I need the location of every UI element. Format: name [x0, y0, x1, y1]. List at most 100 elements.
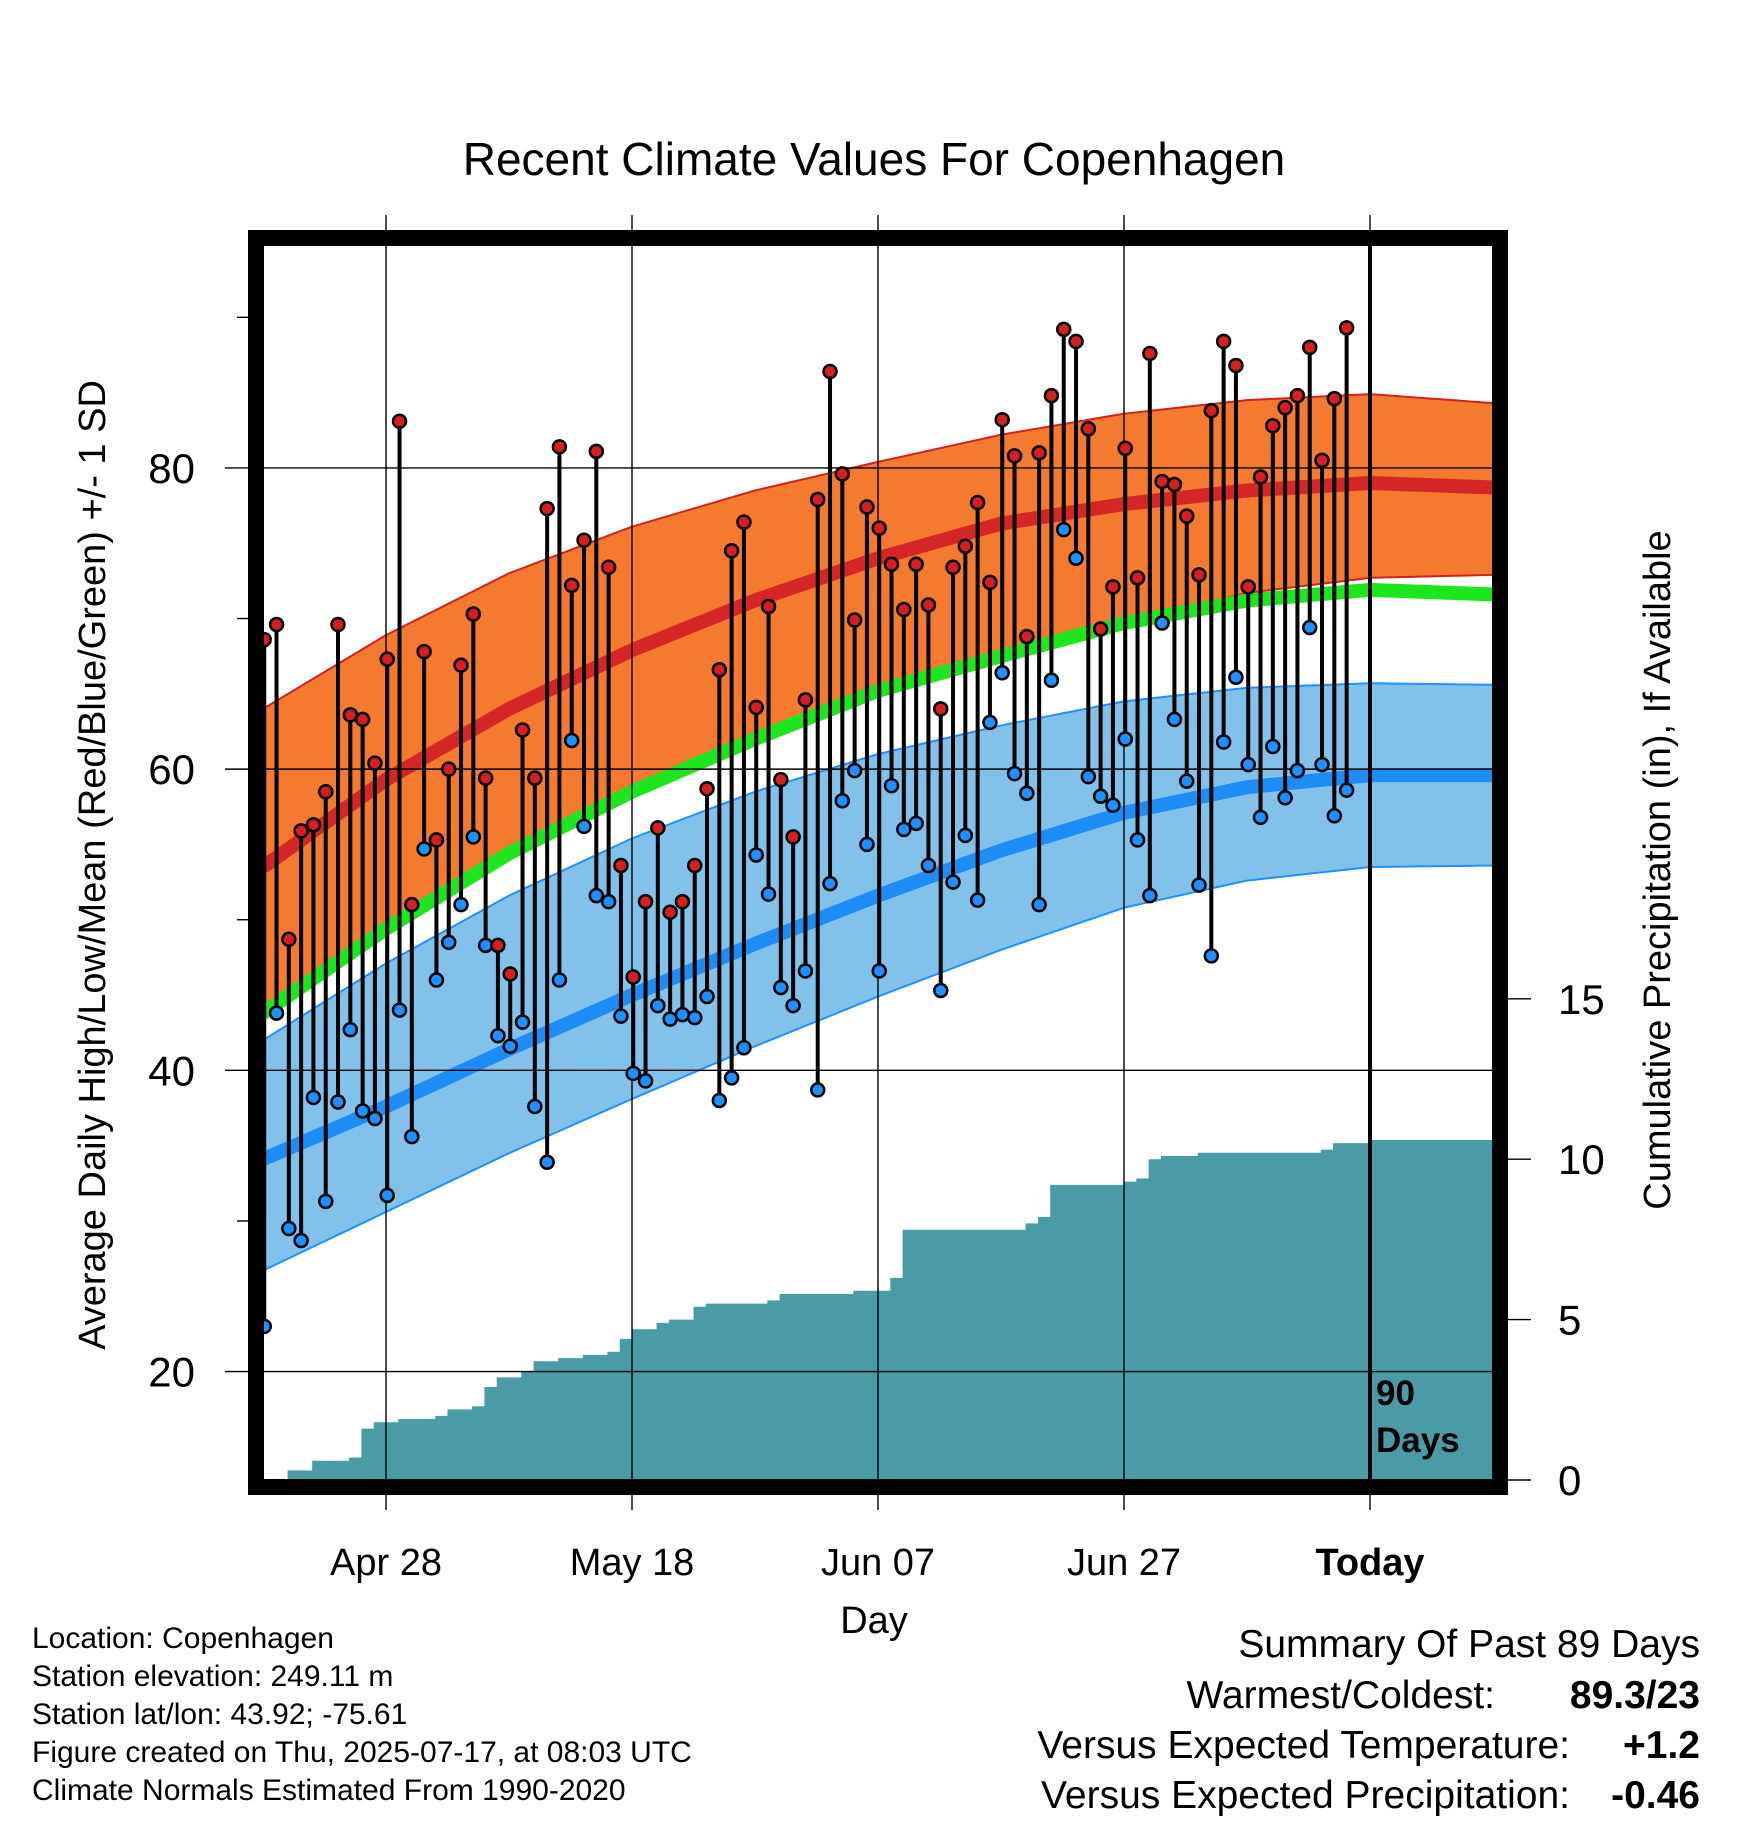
- daily-low-point: [625, 1065, 641, 1082]
- daily-high-point: [551, 439, 568, 455]
- x-axis-label: Day: [840, 1600, 908, 1642]
- daily-low-point: [416, 841, 432, 857]
- daily-low-point: [1265, 738, 1281, 755]
- y2-tick-label: 0: [1558, 1457, 1581, 1504]
- daily-high-point: [1289, 387, 1306, 404]
- daily-high-point: [723, 542, 740, 559]
- daily-high-point: [440, 761, 457, 777]
- daily-high-point: [1240, 579, 1256, 595]
- daily-high-point: [736, 514, 752, 530]
- daily-high-point: [453, 657, 469, 673]
- daily-high-point: [465, 606, 482, 622]
- daily-low-point: [699, 988, 715, 1005]
- station-info: Location: Copenhagen Station elevation: …: [32, 1620, 692, 1810]
- daily-high-point: [920, 597, 937, 613]
- daily-low-point: [834, 793, 851, 809]
- daily-low-point: [859, 836, 875, 853]
- daily-low-point: [1068, 550, 1084, 567]
- daily-low-point: [1289, 762, 1306, 779]
- daily-high-point: [391, 413, 408, 429]
- location-line: Location: Copenhagen: [32, 1622, 334, 1655]
- daily-high-point: [527, 770, 543, 786]
- daily-low-point: [920, 857, 937, 874]
- daily-low-point: [1178, 773, 1195, 789]
- y-tick-label: 60: [148, 746, 195, 793]
- daily-high-point: [969, 494, 986, 511]
- daily-high-point: [1129, 570, 1146, 586]
- daily-high-point: [1006, 448, 1023, 464]
- daily-low-point: [846, 762, 863, 779]
- daily-high-point: [613, 857, 629, 874]
- daily-low-point: [613, 1008, 629, 1024]
- daily-high-point: [674, 893, 691, 910]
- precip-anomaly-label: Versus Expected Precipitation:: [1041, 1774, 1570, 1817]
- daily-low-point: [637, 1073, 654, 1089]
- daily-low-point: [896, 821, 912, 838]
- daily-high-point: [1228, 357, 1244, 374]
- daily-high-point: [477, 770, 494, 786]
- daily-low-point: [932, 982, 949, 999]
- daily-low-point: [293, 1232, 309, 1249]
- daily-low-point: [1203, 948, 1220, 964]
- daily-low-point: [539, 1154, 555, 1170]
- daily-low-point: [600, 893, 617, 910]
- daily-high-point: [686, 857, 703, 874]
- daily-low-point: [354, 1103, 371, 1119]
- daily-high-point: [662, 904, 678, 920]
- daily-low-point: [650, 997, 666, 1014]
- daily-low-point: [1105, 797, 1121, 814]
- daily-high-point: [1314, 452, 1330, 469]
- daily-high-point: [330, 616, 346, 633]
- daily-low-point: [391, 1002, 408, 1018]
- daily-high-point: [539, 500, 555, 517]
- daily-low-point: [1301, 619, 1318, 636]
- daily-low-point: [342, 1021, 359, 1038]
- daily-high-point: [1252, 469, 1269, 485]
- x-tick-label: Jun 07: [821, 1542, 935, 1584]
- daily-low-point: [773, 979, 789, 996]
- daily-high-point: [760, 598, 777, 615]
- daily-high-point: [263, 631, 272, 648]
- daily-high-point: [625, 969, 641, 985]
- daily-low-point: [871, 963, 887, 979]
- daily-low-point: [723, 1070, 740, 1086]
- daily-high-point: [1203, 402, 1220, 419]
- daily-high-point: [379, 651, 395, 667]
- daily-low-point: [1154, 615, 1170, 631]
- daily-low-point: [1006, 765, 1023, 782]
- x-tick-label: May 18: [570, 1542, 695, 1584]
- daily-high-point: [305, 817, 322, 833]
- y2-tick-label: 10: [1558, 1136, 1605, 1183]
- daily-low-point: [1080, 768, 1097, 785]
- latlon-line: Station lat/lon: 43.92; -75.61: [32, 1698, 408, 1731]
- daily-high-point: [268, 616, 285, 633]
- daily-high-point: [1265, 417, 1281, 434]
- daily-low-point: [748, 847, 764, 863]
- daily-high-point: [416, 643, 432, 660]
- warmest-value: 89.3/23: [1570, 1674, 1700, 1717]
- daily-low-point: [428, 972, 445, 988]
- daily-low-point: [576, 818, 592, 835]
- x-tick-label: Apr 28: [330, 1542, 442, 1584]
- daily-low-point: [1166, 711, 1183, 728]
- daily-low-point: [453, 896, 469, 913]
- summary-panel: Summary Of Past 89 Days Warmest/Coldest:…: [1037, 1623, 1700, 1817]
- daily-low-point: [465, 829, 482, 845]
- daily-high-point: [1043, 387, 1060, 404]
- daily-low-point: [957, 827, 974, 844]
- daily-low-point: [281, 1220, 297, 1237]
- elevation-line: Station elevation: 249.11 m: [32, 1660, 394, 1693]
- created-line: Figure created on Thu, 2025-07-17, at 08…: [32, 1736, 692, 1769]
- daily-high-point: [932, 701, 949, 717]
- daily-high-point: [281, 931, 297, 948]
- daily-high-point: [1068, 333, 1084, 350]
- daily-high-point: [342, 707, 359, 723]
- daily-high-point: [367, 755, 383, 771]
- daily-low-point: [945, 874, 961, 890]
- daily-low-point: [1228, 669, 1244, 685]
- today-days-number: 90: [1376, 1374, 1415, 1413]
- daily-high-point: [1338, 320, 1355, 336]
- daily-low-point: [686, 1009, 703, 1026]
- daily-high-point: [797, 692, 814, 708]
- daily-high-point: [1031, 445, 1047, 461]
